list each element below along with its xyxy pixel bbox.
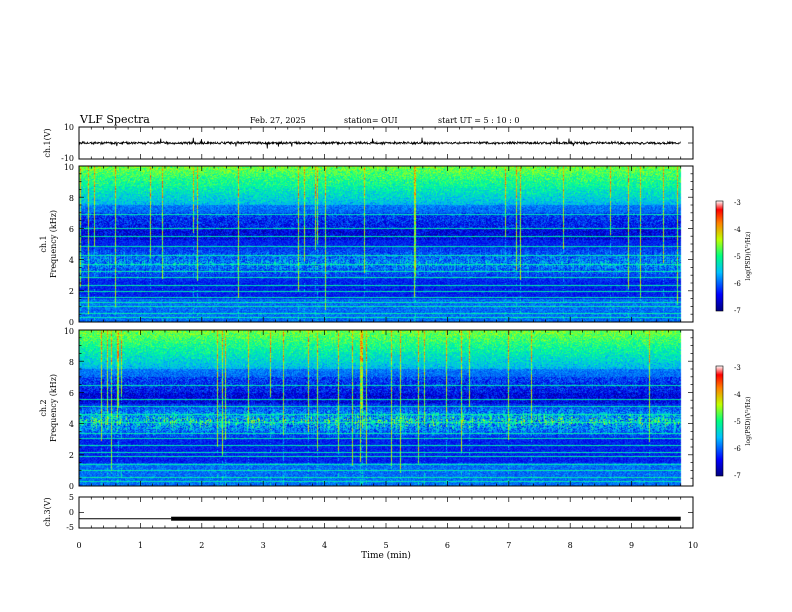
- time-axis-label: Time (min): [361, 550, 411, 561]
- ch1-ylabel: ch.1(V): [43, 128, 52, 157]
- ch1-spectrogram-panel: 0 2 4 6 8 10 ch.1 Frequency (kHz) -3 -4 …: [39, 163, 752, 327]
- ch1-cb-tick-m7: -7: [734, 307, 741, 315]
- ch2-spec-ytick-4: 4: [69, 420, 74, 429]
- time-axis-tick-label: 10: [688, 541, 698, 550]
- ch2-spec-channel-label: ch.2: [39, 399, 48, 416]
- figure-start-time: start UT = 5 : 10 : 0: [438, 116, 519, 125]
- ch2-cb-tick-m4: -4: [734, 391, 741, 399]
- ch3-ylabel: ch.3(V): [43, 497, 52, 526]
- ch2-cb-tick-m5: -5: [734, 418, 741, 426]
- ch2-cb-tick-m7: -7: [734, 472, 741, 480]
- figure-station: station= OUI: [344, 116, 398, 125]
- ch1-spec-ytick-0: 0: [69, 318, 74, 327]
- ch2-cb-tick-m3: -3: [734, 364, 741, 372]
- ch2-spec-ytick-8: 8: [69, 358, 74, 367]
- ch3-waveform-frame: [78, 496, 694, 529]
- ch1-spec-ytick-8: 8: [69, 194, 74, 203]
- ch1-waveform-panel: 10 -10 ch.1(V): [43, 123, 694, 163]
- ch1-colorbar-label: log(PSD)(V²/Hz): [745, 232, 752, 281]
- time-axis-tick-label: 3: [261, 541, 266, 550]
- ch2-spec-ytick-6: 6: [69, 389, 74, 398]
- figure-date: Feb. 27, 2025: [250, 116, 306, 125]
- ch1-cb-tick-m3: -3: [734, 199, 741, 207]
- ch3-waveform-thick-band: [171, 516, 681, 521]
- ch1-colorbar: [715, 200, 724, 312]
- ch2-spectrogram-panel: 0 2 4 6 8 10 ch.2 Frequency (kHz) -3 -4 …: [39, 327, 752, 491]
- ch2-spectrogram-ticks: [78, 329, 694, 487]
- ch3-ytick-mid: 0: [69, 508, 74, 517]
- ch1-waveform-trace: [78, 137, 681, 149]
- time-axis-tick-label: 0: [76, 541, 81, 550]
- ch1-cb-tick-m4: -4: [734, 226, 741, 234]
- ch3-ytick-bottom: -5: [66, 523, 74, 532]
- ch1-spectrogram-ticks: [78, 165, 694, 323]
- ch1-spec-ytick-10: 10: [64, 163, 74, 172]
- ch3-waveform-ticks: [78, 496, 694, 529]
- ch2-spec-ytick-10: 10: [64, 327, 74, 336]
- ch2-colorbar-label: log(PSD)(V²/Hz): [745, 397, 752, 446]
- ch1-spec-ytick-2: 2: [69, 287, 74, 296]
- ch1-ytick-top: 10: [64, 123, 74, 132]
- time-axis-tick-labels: 0 1 2 3 4 5 6 7 8 9 10: [76, 541, 698, 550]
- ch2-cb-tick-m6: -6: [734, 445, 741, 453]
- time-axis-tick-label: 1: [138, 541, 143, 550]
- ch2-spec-ytick-0: 0: [69, 482, 74, 491]
- ch1-spec-channel-label: ch.1: [39, 235, 48, 252]
- ch2-spectrogram-image: [79, 330, 693, 486]
- ch2-spec-ylabel: Frequency (kHz): [49, 374, 58, 442]
- ch2-colorbar: [715, 365, 724, 477]
- time-axis-tick-label: 2: [199, 541, 204, 550]
- ch3-waveform-panel: 5 0 -5 ch.3(V): [43, 493, 694, 532]
- ch1-spectrogram-image: [79, 166, 693, 322]
- ch1-waveform-ticks: [78, 126, 694, 160]
- time-axis-tick-label: 9: [629, 541, 634, 550]
- ch1-cb-tick-m5: -5: [734, 253, 741, 261]
- ch1-cb-tick-m6: -6: [734, 280, 741, 288]
- ch1-ytick-bottom: -10: [61, 154, 74, 163]
- time-axis-tick-label: 7: [506, 541, 511, 550]
- ch3-ytick-top: 5: [69, 493, 74, 502]
- ch2-spec-ytick-2: 2: [69, 451, 74, 460]
- ch1-spec-ytick-6: 6: [69, 225, 74, 234]
- time-axis-tick-label: 5: [383, 541, 388, 550]
- ch1-spec-ytick-4: 4: [69, 256, 74, 265]
- time-axis-tick-label: 6: [445, 541, 450, 550]
- time-axis-tick-label: 4: [322, 541, 327, 550]
- figure-title: VLF Spectra: [79, 113, 150, 126]
- time-axis-tick-label: 8: [568, 541, 573, 550]
- ch1-spec-ylabel: Frequency (kHz): [49, 210, 58, 278]
